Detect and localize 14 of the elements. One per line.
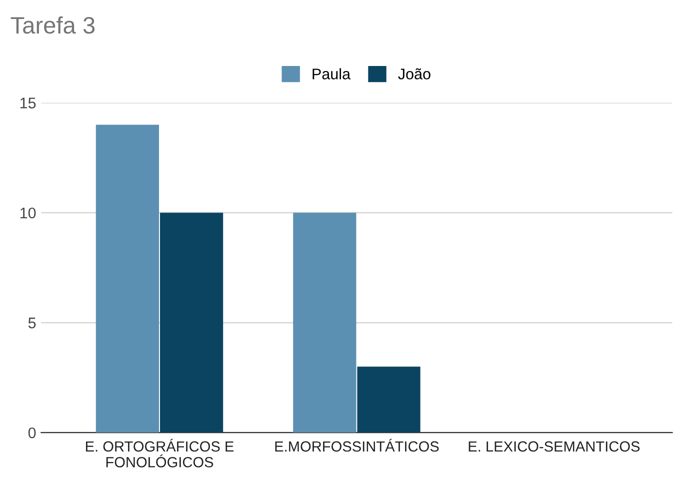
y-tick-label: 5 <box>28 318 36 328</box>
bar <box>160 212 224 433</box>
y-tick-label: 0 <box>28 427 36 438</box>
x-tick-label: E. LEXICO-SEMANTICOS <box>468 441 640 452</box>
legend-label: João <box>398 68 430 80</box>
bar <box>293 212 356 433</box>
y-tick-label: 15 <box>20 98 36 108</box>
x-tick-label: E.MORFOSSINTÁTICOS <box>275 438 439 452</box>
legend-label: Paula <box>312 68 351 80</box>
bar <box>357 366 420 433</box>
chart-title: Tarefa 3 <box>10 16 95 34</box>
x-tick-label: E. ORTOGRÁFICOS E FONOLÓGICOS <box>86 438 234 468</box>
bar <box>96 124 159 433</box>
y-tick-label: 10 <box>20 208 36 218</box>
